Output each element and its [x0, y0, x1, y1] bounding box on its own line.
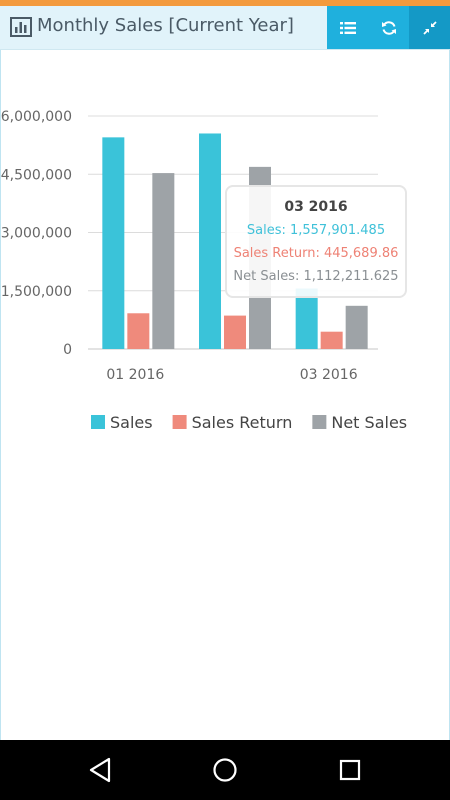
bar — [102, 137, 125, 349]
y-tick-label: 3,000,000 — [1, 226, 72, 242]
chart-tooltip: 03 2016 Sales: 1,557,901.485 Sales Retur… — [225, 185, 407, 298]
legend-swatch — [312, 415, 327, 429]
bar — [320, 331, 343, 349]
legend-label: Net Sales — [331, 413, 407, 432]
top-accent-strip — [0, 0, 450, 6]
y-tick-label: 0 — [63, 342, 72, 358]
sales-bar-chart: 0 1,500,000 3,000,000 4,500,000 6,000,000 01 … — [1, 109, 407, 432]
bar — [224, 315, 246, 349]
y-tick-label: 6,000,000 — [1, 109, 72, 125]
tooltip-net-sales: Net Sales: 1,112,211.625 — [233, 269, 399, 284]
x-tick-label: 03 2016 — [300, 367, 358, 383]
tooltip-sales-return: Sales Return: 445,689.86 — [233, 246, 399, 261]
collapse-button[interactable] — [409, 6, 450, 49]
panel-header: Monthly Sales [Current Year] — [0, 6, 450, 50]
tooltip-sales: Sales: 1,557,901.485 — [246, 223, 386, 238]
panel-title: Monthly Sales [Current Year] — [37, 15, 294, 36]
x-tick-label: 01 2016 — [106, 367, 164, 383]
y-tick-label: 1,500,000 — [1, 284, 72, 300]
back-icon[interactable] — [88, 757, 112, 783]
bar — [295, 288, 318, 349]
home-icon[interactable] — [212, 757, 238, 783]
recents-icon[interactable] — [338, 758, 362, 782]
list-icon — [339, 21, 356, 34]
legend-label: Sales Return — [192, 413, 293, 432]
bar — [127, 313, 150, 349]
bar — [152, 173, 175, 349]
bar-chart-icon — [10, 17, 32, 37]
android-nav-bar — [0, 740, 450, 800]
refresh-icon — [381, 20, 396, 35]
tooltip-title: 03 2016 — [284, 199, 348, 215]
list-view-button[interactable] — [327, 6, 368, 49]
bar — [345, 305, 368, 349]
legend-swatch — [172, 415, 187, 429]
refresh-button[interactable] — [368, 6, 409, 49]
y-tick-label: 4,500,000 — [1, 167, 72, 183]
bar — [199, 133, 221, 349]
legend-label: Sales — [110, 413, 153, 432]
header-actions — [327, 6, 450, 49]
panel-left-border — [0, 50, 1, 740]
compress-icon — [422, 20, 437, 35]
legend-swatch — [91, 415, 105, 429]
